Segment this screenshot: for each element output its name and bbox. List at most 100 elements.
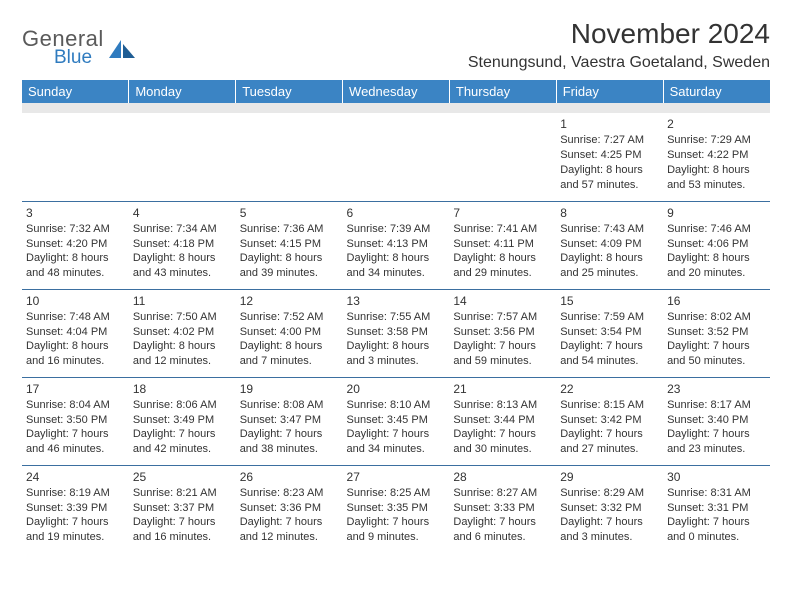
day-number: 20 xyxy=(347,381,446,397)
day-number: 10 xyxy=(26,293,125,309)
day-cell: 13Sunrise: 7:55 AMSunset: 3:58 PMDayligh… xyxy=(343,289,450,377)
day-cell: 24Sunrise: 8:19 AMSunset: 3:39 PMDayligh… xyxy=(22,465,129,553)
dayhead-tuesday: Tuesday xyxy=(236,80,343,103)
day-cell: 19Sunrise: 8:08 AMSunset: 3:47 PMDayligh… xyxy=(236,377,343,465)
dayhead-monday: Monday xyxy=(129,80,236,103)
location-text: Stenungsund, Vaestra Goetaland, Sweden xyxy=(468,54,770,72)
day-number: 12 xyxy=(240,293,339,309)
daylight-text: Daylight: 7 hours and 46 minutes. xyxy=(26,427,125,457)
day-cell: 23Sunrise: 8:17 AMSunset: 3:40 PMDayligh… xyxy=(663,377,770,465)
daylight-text: Daylight: 7 hours and 34 minutes. xyxy=(347,427,446,457)
daylight-text: Daylight: 7 hours and 6 minutes. xyxy=(453,515,552,545)
sunset-text: Sunset: 4:20 PM xyxy=(26,237,125,252)
month-title: November 2024 xyxy=(468,18,770,50)
daylight-text: Daylight: 8 hours and 3 minutes. xyxy=(347,339,446,369)
day-cell: 6Sunrise: 7:39 AMSunset: 4:13 PMDaylight… xyxy=(343,201,450,289)
day-cell xyxy=(22,113,129,201)
sunset-text: Sunset: 3:54 PM xyxy=(560,325,659,340)
day-cell: 28Sunrise: 8:27 AMSunset: 3:33 PMDayligh… xyxy=(449,465,556,553)
sunset-text: Sunset: 4:00 PM xyxy=(240,325,339,340)
dayhead-sunday: Sunday xyxy=(22,80,129,103)
day-number: 22 xyxy=(560,381,659,397)
day-cell: 17Sunrise: 8:04 AMSunset: 3:50 PMDayligh… xyxy=(22,377,129,465)
sunset-text: Sunset: 3:50 PM xyxy=(26,413,125,428)
day-cell: 18Sunrise: 8:06 AMSunset: 3:49 PMDayligh… xyxy=(129,377,236,465)
day-number: 8 xyxy=(560,205,659,221)
spacer-row xyxy=(22,103,770,113)
daylight-text: Daylight: 8 hours and 48 minutes. xyxy=(26,251,125,281)
sunset-text: Sunset: 3:52 PM xyxy=(667,325,766,340)
sunset-text: Sunset: 4:11 PM xyxy=(453,237,552,252)
daylight-text: Daylight: 8 hours and 7 minutes. xyxy=(240,339,339,369)
daylight-text: Daylight: 8 hours and 39 minutes. xyxy=(240,251,339,281)
sunrise-text: Sunrise: 7:50 AM xyxy=(133,310,232,325)
sunrise-text: Sunrise: 7:55 AM xyxy=(347,310,446,325)
sunrise-text: Sunrise: 8:04 AM xyxy=(26,398,125,413)
daylight-text: Daylight: 8 hours and 12 minutes. xyxy=(133,339,232,369)
calendar-head: SundayMondayTuesdayWednesdayThursdayFrid… xyxy=(22,80,770,103)
daylight-text: Daylight: 8 hours and 20 minutes. xyxy=(667,251,766,281)
sunset-text: Sunset: 3:36 PM xyxy=(240,501,339,516)
day-number: 19 xyxy=(240,381,339,397)
day-cell: 1Sunrise: 7:27 AMSunset: 4:25 PMDaylight… xyxy=(556,113,663,201)
day-number: 3 xyxy=(26,205,125,221)
brand-text: General Blue xyxy=(22,28,104,67)
sunrise-text: Sunrise: 8:15 AM xyxy=(560,398,659,413)
sunrise-text: Sunrise: 7:59 AM xyxy=(560,310,659,325)
sunset-text: Sunset: 3:42 PM xyxy=(560,413,659,428)
day-cell xyxy=(236,113,343,201)
sunset-text: Sunset: 4:22 PM xyxy=(667,148,766,163)
sunrise-text: Sunrise: 8:27 AM xyxy=(453,486,552,501)
daylight-text: Daylight: 8 hours and 25 minutes. xyxy=(560,251,659,281)
sunrise-text: Sunrise: 7:46 AM xyxy=(667,222,766,237)
day-number: 18 xyxy=(133,381,232,397)
day-number: 23 xyxy=(667,381,766,397)
week-row: 10Sunrise: 7:48 AMSunset: 4:04 PMDayligh… xyxy=(22,289,770,377)
day-number: 13 xyxy=(347,293,446,309)
day-cell: 25Sunrise: 8:21 AMSunset: 3:37 PMDayligh… xyxy=(129,465,236,553)
day-number: 28 xyxy=(453,469,552,485)
day-cell: 9Sunrise: 7:46 AMSunset: 4:06 PMDaylight… xyxy=(663,201,770,289)
sunset-text: Sunset: 3:33 PM xyxy=(453,501,552,516)
day-cell: 21Sunrise: 8:13 AMSunset: 3:44 PMDayligh… xyxy=(449,377,556,465)
sunset-text: Sunset: 3:31 PM xyxy=(667,501,766,516)
sunset-text: Sunset: 3:45 PM xyxy=(347,413,446,428)
day-number: 21 xyxy=(453,381,552,397)
daylight-text: Daylight: 7 hours and 50 minutes. xyxy=(667,339,766,369)
day-number: 24 xyxy=(26,469,125,485)
daylight-text: Daylight: 8 hours and 53 minutes. xyxy=(667,163,766,193)
daylight-text: Daylight: 7 hours and 54 minutes. xyxy=(560,339,659,369)
day-cell: 2Sunrise: 7:29 AMSunset: 4:22 PMDaylight… xyxy=(663,113,770,201)
dayhead-thursday: Thursday xyxy=(449,80,556,103)
sunrise-text: Sunrise: 7:27 AM xyxy=(560,133,659,148)
sunset-text: Sunset: 3:35 PM xyxy=(347,501,446,516)
day-number: 27 xyxy=(347,469,446,485)
sunrise-text: Sunrise: 8:06 AM xyxy=(133,398,232,413)
dayhead-friday: Friday xyxy=(556,80,663,103)
sunset-text: Sunset: 4:06 PM xyxy=(667,237,766,252)
week-row: 17Sunrise: 8:04 AMSunset: 3:50 PMDayligh… xyxy=(22,377,770,465)
day-number: 4 xyxy=(133,205,232,221)
header-row: General Blue November 2024 Stenungsund, … xyxy=(22,18,770,72)
title-block: November 2024 Stenungsund, Vaestra Goeta… xyxy=(468,18,770,72)
sunrise-text: Sunrise: 7:39 AM xyxy=(347,222,446,237)
sunrise-text: Sunrise: 7:52 AM xyxy=(240,310,339,325)
day-number: 25 xyxy=(133,469,232,485)
day-cell xyxy=(343,113,450,201)
daylight-text: Daylight: 8 hours and 29 minutes. xyxy=(453,251,552,281)
sunset-text: Sunset: 4:09 PM xyxy=(560,237,659,252)
sunrise-text: Sunrise: 7:57 AM xyxy=(453,310,552,325)
sunrise-text: Sunrise: 8:13 AM xyxy=(453,398,552,413)
dayhead-wednesday: Wednesday xyxy=(343,80,450,103)
daylight-text: Daylight: 7 hours and 42 minutes. xyxy=(133,427,232,457)
daylight-text: Daylight: 7 hours and 12 minutes. xyxy=(240,515,339,545)
daylight-text: Daylight: 8 hours and 43 minutes. xyxy=(133,251,232,281)
day-cell: 22Sunrise: 8:15 AMSunset: 3:42 PMDayligh… xyxy=(556,377,663,465)
daylight-text: Daylight: 8 hours and 16 minutes. xyxy=(26,339,125,369)
sunrise-text: Sunrise: 8:17 AM xyxy=(667,398,766,413)
sunset-text: Sunset: 3:40 PM xyxy=(667,413,766,428)
day-number: 9 xyxy=(667,205,766,221)
day-cell xyxy=(449,113,556,201)
week-row: 24Sunrise: 8:19 AMSunset: 3:39 PMDayligh… xyxy=(22,465,770,553)
day-cell: 7Sunrise: 7:41 AMSunset: 4:11 PMDaylight… xyxy=(449,201,556,289)
